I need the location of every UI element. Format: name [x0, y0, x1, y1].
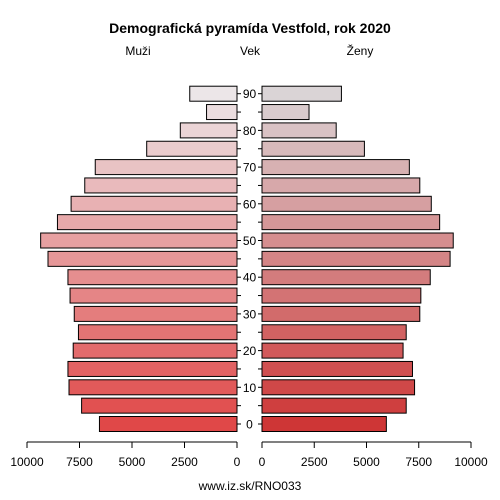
bar-female-45-49 [261, 250, 451, 267]
bar-male-5-9 [81, 397, 238, 414]
x-tick-label-left: 7500 [66, 455, 93, 469]
bar-male-50-54 [40, 232, 238, 249]
bar-male-55-59 [56, 214, 238, 231]
bar-female-55-59 [261, 214, 441, 231]
right-label-women: Ženy [347, 43, 374, 58]
chart-title: Demografická pyramída Vestfold, rok 2020 [109, 20, 391, 36]
x-tick-label-left: 0 [234, 455, 241, 469]
bar-male-15-19 [67, 360, 238, 377]
bar-male-25-29 [77, 324, 238, 341]
bar-male-70-74 [94, 159, 238, 176]
bar-female-40-44 [261, 269, 431, 286]
bar-female-50-54 [261, 232, 454, 249]
bar-female-5-9 [261, 397, 407, 414]
age-tick-label: 60 [243, 197, 257, 211]
age-tick-label: 0 [246, 418, 253, 432]
x-tick-label-right: 7500 [405, 455, 432, 469]
age-tick-label: 40 [243, 271, 257, 285]
x-tick-label-right: 2500 [301, 455, 328, 469]
left-label-men: Muži [125, 44, 150, 58]
bar-female-10-14 [261, 379, 416, 396]
x-tick-label-right: 5000 [353, 455, 380, 469]
age-tick-label: 50 [243, 234, 257, 248]
bar-male-80-84 [179, 122, 238, 139]
footer-source: www.iz.sk/RNO033 [198, 479, 302, 493]
bar-female-70-74 [261, 159, 410, 176]
x-tick-label-right: 0 [259, 455, 266, 469]
bar-female-80-84 [261, 122, 337, 139]
bar-female-90+ [261, 85, 342, 102]
x-tick-label-left: 2500 [171, 455, 198, 469]
age-tick-label: 90 [243, 87, 257, 101]
bar-female-30-34 [261, 305, 421, 322]
bars-group [40, 85, 454, 432]
x-tick-label-left: 5000 [119, 455, 146, 469]
bar-male-85-89 [206, 104, 238, 121]
bar-female-60-64 [261, 195, 432, 212]
bar-male-90+ [189, 85, 238, 102]
bar-female-20-24 [261, 342, 404, 359]
bar-female-0-4 [261, 416, 387, 432]
bar-male-35-39 [69, 287, 238, 304]
bar-male-65-69 [84, 177, 238, 194]
bar-male-60-64 [70, 195, 238, 212]
age-tick-label: 80 [243, 124, 257, 138]
bar-male-30-34 [73, 305, 238, 322]
age-tick-label: 30 [243, 307, 257, 321]
bar-female-65-69 [261, 177, 421, 194]
bar-male-20-24 [72, 342, 238, 359]
bar-female-15-19 [261, 360, 413, 377]
center-label-age: Vek [240, 44, 261, 58]
x-tick-label-left: 10000 [10, 455, 44, 469]
bar-female-85-89 [261, 104, 310, 121]
bar-male-10-14 [68, 379, 238, 396]
axes-group: 0 10 20 30 40 50 60 70 80 90 0 0 2500 2500 5000 5000 750… [10, 87, 488, 469]
x-tick-label-right: 10000 [454, 455, 488, 469]
bar-male-75-79 [146, 140, 238, 157]
age-tick-label: 70 [243, 161, 257, 175]
bar-male-0-4 [98, 416, 238, 432]
bar-female-35-39 [261, 287, 422, 304]
age-tick-label: 20 [243, 344, 257, 358]
bar-female-75-79 [261, 140, 365, 157]
bar-male-40-44 [67, 269, 238, 286]
bar-male-45-49 [47, 250, 238, 267]
bar-female-25-29 [261, 324, 407, 341]
age-tick-label: 10 [243, 381, 257, 395]
